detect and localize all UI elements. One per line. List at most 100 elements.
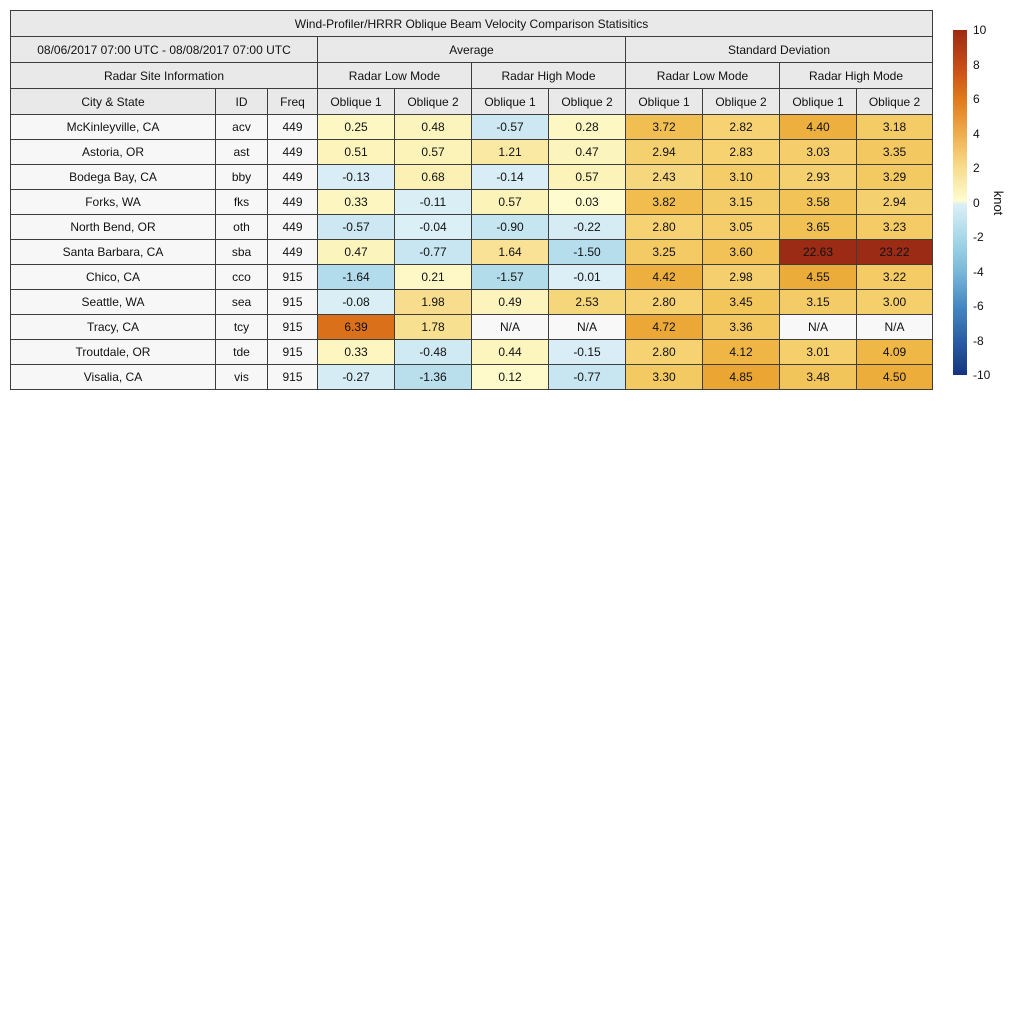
table-row: Astoria, OR ast 449 0.51 0.57 1.21 0.47 2.94 2.8… (10, 139, 934, 165)
site-id-cell: tcy (215, 314, 268, 340)
col-avg-low-oblique2: Oblique 2 (394, 88, 472, 115)
value-cell: 3.23 (855, 214, 934, 240)
value-cell: 3.03 (779, 139, 857, 165)
freq-cell: 915 (267, 314, 318, 340)
group-std-low-mode: Radar Low Mode (625, 62, 780, 89)
colorbar-tick-label: -10 (973, 368, 991, 382)
colorbar-tick-label: -2 (973, 230, 984, 244)
value-cell: 0.33 (317, 189, 395, 215)
value-cell: 0.25 (317, 114, 395, 140)
group-standard-deviation: Standard Deviation (624, 36, 934, 63)
value-cell: -0.48 (394, 339, 472, 365)
site-id-cell: bby (215, 164, 268, 190)
col-freq: Freq (267, 88, 318, 115)
value-cell: 2.93 (779, 164, 857, 190)
site-id-cell: sea (215, 289, 268, 315)
value-cell: 0.12 (471, 364, 549, 390)
value-cell: 2.43 (625, 164, 703, 190)
value-cell: 3.48 (779, 364, 857, 390)
col-id: ID (215, 88, 268, 115)
group-row-2: Radar Site Information Radar Low Mode Ra… (10, 62, 934, 89)
value-cell: 3.35 (855, 139, 934, 165)
value-cell: N/A (471, 314, 549, 340)
value-cell: 1.64 (471, 239, 549, 265)
city-cell: Visalia, CA (10, 364, 216, 390)
value-cell: 3.15 (779, 289, 857, 315)
col-avg-low-oblique1: Oblique 1 (317, 88, 395, 115)
freq-cell: 915 (267, 364, 318, 390)
value-cell: -1.57 (471, 264, 549, 290)
title-row: Wind-Profiler/HRRR Oblique Beam Velocity… (9, 10, 934, 37)
freq-cell: 449 (267, 114, 318, 140)
stats-table: Wind-Profiler/HRRR Oblique Beam Velocity… (9, 10, 934, 390)
value-cell: -0.77 (548, 364, 626, 390)
value-cell: N/A (855, 314, 934, 340)
colorbar-unit-label: knot (991, 190, 1006, 215)
value-cell: 4.85 (702, 364, 780, 390)
value-cell: 6.39 (317, 314, 395, 340)
city-cell: Santa Barbara, CA (10, 239, 216, 265)
value-cell: -0.22 (548, 214, 626, 240)
group-average: Average (317, 36, 626, 63)
colorbar-tick-label: -4 (973, 264, 984, 279)
value-cell: 3.29 (855, 164, 934, 190)
value-cell: 4.09 (855, 339, 934, 365)
value-cell: 3.82 (625, 189, 703, 215)
group-avg-high-mode: Radar High Mode (471, 62, 626, 89)
col-avg-high-oblique1: Oblique 1 (471, 88, 549, 115)
value-cell: 1.21 (471, 139, 549, 165)
site-id-cell: tde (215, 339, 268, 365)
date-range: 08/06/2017 07:00 UTC - 08/08/2017 07:00 … (10, 36, 318, 63)
group-row-1: 08/06/2017 07:00 UTC - 08/08/2017 07:00 … (10, 36, 934, 63)
freq-cell: 449 (267, 189, 318, 215)
value-cell: 2.83 (702, 139, 780, 165)
col-std-low-oblique1: Oblique 1 (625, 88, 703, 115)
site-id-cell: fks (215, 189, 268, 215)
value-cell: 0.03 (548, 189, 626, 215)
table-row: Chico, CA cco 915 -1.64 0.21 -1.57 -0.01 4.42 2.… (10, 264, 934, 290)
col-avg-high-oblique2: Oblique 2 (548, 88, 626, 115)
value-cell: 2.82 (702, 114, 780, 140)
column-header-row: City & State ID Freq Oblique 1 Oblique 2… (10, 88, 934, 115)
value-cell: -0.13 (317, 164, 395, 190)
value-cell: 0.57 (471, 189, 549, 215)
value-cell: 3.72 (625, 114, 703, 140)
site-id-cell: acv (215, 114, 268, 140)
group-site-info: Radar Site Information (10, 62, 318, 89)
colorbar-tick-label: 2 (973, 161, 980, 175)
value-cell: -1.36 (394, 364, 472, 390)
value-cell: 0.44 (471, 339, 549, 365)
value-cell: -0.01 (548, 264, 626, 290)
colorbar-tick-label: 4 (973, 126, 980, 141)
colorbar-tick-label: -8 (973, 333, 984, 348)
value-cell: 2.53 (548, 289, 626, 315)
value-cell: 3.00 (855, 289, 934, 315)
value-cell: 22.63 (779, 239, 857, 265)
value-cell: 3.45 (702, 289, 780, 315)
city-cell: McKinleyville, CA (10, 114, 216, 140)
colorbar: 10 8 6 4 2 0 -2 -4 -6 -8 -10 knot (953, 23, 1006, 382)
value-cell: -0.14 (471, 164, 549, 190)
value-cell: 4.50 (855, 364, 934, 390)
value-cell: -0.57 (471, 114, 549, 140)
value-cell: 2.80 (625, 339, 703, 365)
value-cell: 0.57 (548, 164, 626, 190)
city-cell: Chico, CA (10, 264, 216, 290)
value-cell: 0.68 (394, 164, 472, 190)
value-cell: 3.10 (702, 164, 780, 190)
freq-cell: 915 (267, 264, 318, 290)
table-row: McKinleyville, CA acv 449 0.25 0.48 -0.57 0.28… (10, 114, 934, 140)
value-cell: -0.27 (317, 364, 395, 390)
table-row: Forks, WA fks 449 0.33 -0.11 0.57 0.03 3.82 3.15… (10, 189, 934, 215)
value-cell: -0.57 (317, 214, 395, 240)
col-std-high-oblique1: Oblique 1 (779, 88, 857, 115)
value-cell: -0.08 (317, 289, 395, 315)
value-cell: 4.12 (702, 339, 780, 365)
table-body: McKinleyville, CA acv 449 0.25 0.48 -0.57 0.28… (10, 114, 934, 390)
value-cell: 0.57 (394, 139, 472, 165)
value-cell: 1.98 (394, 289, 472, 315)
value-cell: -1.50 (548, 239, 626, 265)
col-std-high-oblique2: Oblique 2 (855, 88, 934, 115)
value-cell: 0.47 (548, 139, 626, 165)
city-cell: Seattle, WA (10, 289, 216, 315)
